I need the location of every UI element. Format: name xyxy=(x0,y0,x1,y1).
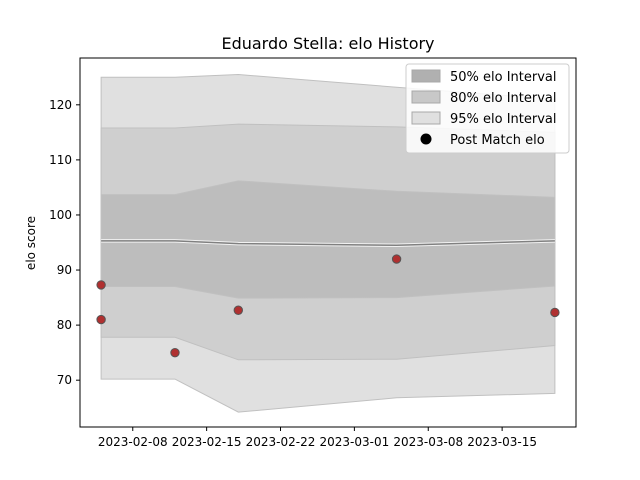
chart-title: Eduardo Stella: elo History xyxy=(221,34,434,53)
legend-swatch-50-elo-interval xyxy=(411,69,441,83)
post-match-elo-point xyxy=(550,307,560,318)
plot-frame xyxy=(79,57,577,428)
post-match-elo-point xyxy=(233,305,243,315)
axes: 70 80 90 100 110 120 2023-02-08 2023-02-15 2023-… xyxy=(49,57,577,449)
legend-label-95-elo-interval: 95% elo Interval xyxy=(450,112,557,127)
y-tick-label: 70 xyxy=(57,373,72,387)
legend: 50% elo Interval 80% elo Interval 95% elo … xyxy=(405,63,570,154)
legend-swatch-95-elo-interval xyxy=(411,111,441,125)
x-tick-label: 2023-03-15 xyxy=(467,435,537,449)
y-tick-label: 120 xyxy=(49,98,72,112)
legend-marker-post-match-elo xyxy=(420,133,432,145)
legend-label-80-elo-interval: 80% elo Interval xyxy=(450,91,557,106)
x-tick-label: 2023-02-08 xyxy=(98,435,168,449)
post-match-elo-point xyxy=(170,347,180,358)
y-tick-label: 110 xyxy=(49,153,72,167)
post-match-elo-point xyxy=(96,314,106,325)
legend-label-post-match-elo: Post Match elo xyxy=(450,133,545,148)
post-match-elo-point xyxy=(96,280,106,290)
x-tick-label: 2023-03-01 xyxy=(320,435,390,449)
y-tick-label: 100 xyxy=(49,208,72,222)
band-50-elo-interval xyxy=(100,180,556,299)
mean-elo-line xyxy=(101,240,555,247)
x-tick-label: 2023-02-22 xyxy=(246,435,316,449)
legend-swatch-80-elo-interval xyxy=(411,90,441,104)
plot-area xyxy=(96,74,560,413)
post-match-elo-point xyxy=(391,254,402,264)
y-tick-label: 90 xyxy=(57,263,72,277)
y-tick-label: 80 xyxy=(57,318,72,332)
x-tick-label: 2023-03-08 xyxy=(393,435,463,449)
legend-box xyxy=(405,63,570,154)
x-tick-label: 2023-02-15 xyxy=(172,435,242,449)
y-axis-label: elo score xyxy=(24,216,38,270)
legend-label-50-elo-interval: 50% elo Interval xyxy=(450,70,557,85)
